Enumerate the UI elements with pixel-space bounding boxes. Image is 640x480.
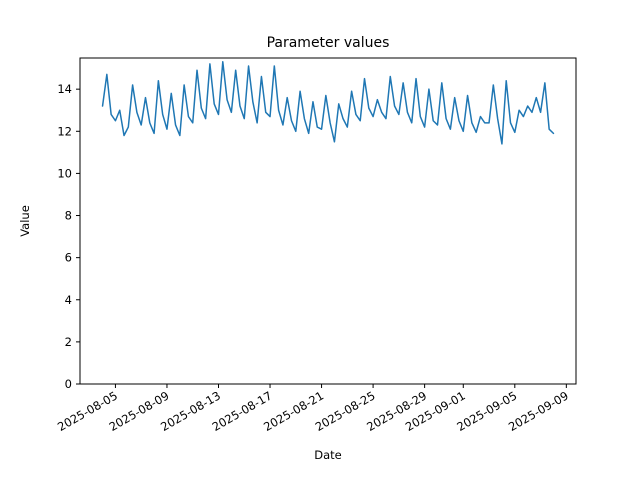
y-axis-ticks: 0 2 4 6 8 10 12 14 — [57, 82, 80, 391]
y-tick-label: 14 — [57, 82, 72, 96]
x-axis-label: Date — [314, 448, 342, 462]
chart-title: Parameter values — [267, 35, 390, 51]
axes-spines — [79, 57, 577, 385]
series-line — [101, 61, 555, 145]
y-tick-label: 2 — [65, 335, 72, 349]
y-tick-label: 4 — [65, 293, 72, 307]
plot-series — [101, 61, 555, 145]
y-tick-label: 12 — [57, 124, 72, 138]
y-tick-label: 6 — [65, 251, 72, 265]
x-axis-ticks: 2025-08-052025-08-092025-08-132025-08-17… — [55, 384, 571, 434]
plot-border — [79, 57, 577, 385]
y-tick-label: 8 — [65, 209, 72, 223]
y-axis-label: Value — [18, 205, 32, 237]
y-tick-label: 0 — [65, 377, 72, 391]
y-tick-label: 10 — [57, 166, 72, 180]
